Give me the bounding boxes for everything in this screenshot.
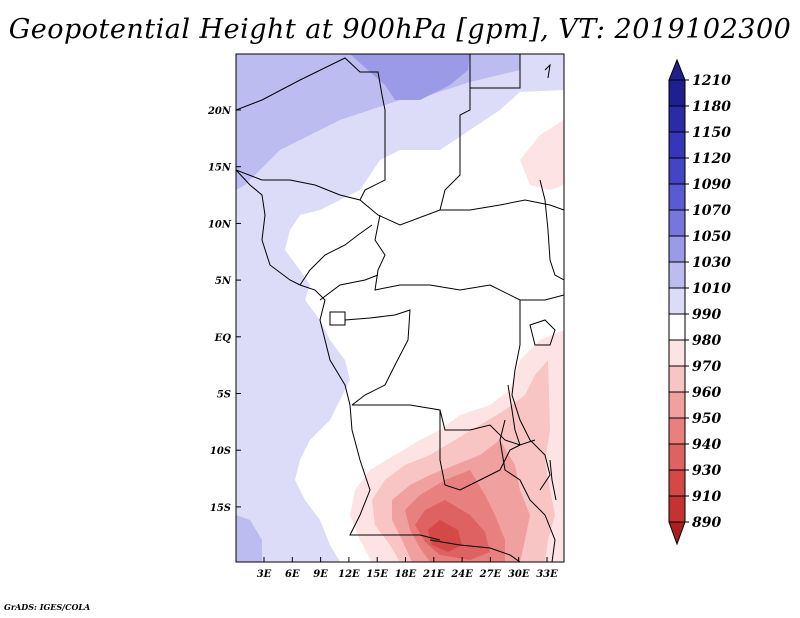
lon-tick-label: 27E [479,569,502,580]
height-field [236,54,564,562]
colorbar-label: 1070 [692,203,731,219]
border-south [429,539,521,562]
border-angola [349,429,441,541]
lon-tick-label: 18E [395,569,417,580]
border-congo [344,309,411,406]
coast-east [544,63,551,79]
country-borders [236,54,564,562]
colorbar-label: 1090 [692,177,731,193]
border-north-3 [470,54,521,89]
map-frame [235,53,565,563]
colorbar-segment [668,417,686,445]
border-east-lakes [499,419,556,562]
colorbar-segment [668,157,686,185]
map-title: Geopotential Height at 900hPa [gpm], VT:… [8,14,792,45]
field-1050-patch [285,60,335,85]
field-1010-band [236,54,564,562]
colorbar-segment [668,79,686,107]
colorbar-label: 990 [692,307,721,323]
colorbar-label: 1050 [692,229,731,245]
lon-tick-label: 24E [450,569,473,580]
lake-tanganyika [507,384,521,446]
coastline-west [236,169,353,431]
lake-malawi [549,459,557,501]
lat-tick-label: 5N [215,276,232,287]
latitude-axis: 20N 15N 10N 5N EQ 5S 10S 15S [207,106,241,514]
colorbar-label: 1150 [692,125,731,141]
field-1030-band [236,54,520,190]
colorbar-segment [668,105,686,133]
colorbar-label: 1120 [692,151,731,167]
lon-tick-label: 33E [536,569,558,580]
colorbar-segment [668,209,686,237]
border-cameroon [299,224,373,286]
colorbar-label: 910 [692,489,721,505]
border-central-2 [319,274,379,301]
lon-tick-label: 15E [366,569,388,580]
colorbar-segment [668,443,686,471]
lat-tick-label: 10S [210,446,231,457]
colorbar-label: 970 [692,359,721,375]
lat-tick-label: 15S [210,503,231,514]
lat-tick-label: 10N [208,219,232,230]
lon-tick-label: 30E [508,569,530,580]
colorbar-segment [668,469,686,497]
lat-tick-label: EQ [214,333,232,344]
lat-tick-label: 20N [207,106,232,117]
colorbar-label: 1010 [692,281,731,297]
colorbar-segment [668,131,686,159]
colorbar-segment [668,365,686,393]
longitude-axis: 3E 6E 9E 12E 15E 18E 21E 24E 27E 30E 33E [257,557,558,580]
colorbar-top-arrow [668,58,686,81]
lon-tick-label: 9E [313,569,328,580]
colorbar-label: 1030 [692,255,731,271]
colorbar-label: 890 [692,515,721,531]
border-north-1 [236,57,386,201]
colorbar-segment [668,339,686,367]
border-zambia [439,410,521,491]
lon-tick-label: 6E [285,569,300,580]
colorbar-label: 940 [692,437,721,453]
colorbar-bottom-arrow [668,521,686,546]
colorbar-label: 960 [692,385,721,401]
colorbar-segment [668,391,686,419]
lon-tick-label: 21E [422,569,445,580]
colorbar-label: 950 [692,411,721,427]
colorbar-segment [668,235,686,263]
colorbar-label: 930 [692,463,721,479]
colorbar-segment [668,287,686,315]
colorbar: 1210 1180 1150 1120 1090 1070 1050 1030 1010 990 9… [668,58,731,546]
border-north-2 [439,54,471,211]
colorbar-segment [668,261,686,289]
lon-tick-label: 3E [257,569,272,580]
credit-text: GrADS: IGES/COLA [4,602,91,612]
colorbar-segment [668,313,686,341]
field-1030-sw [236,515,262,562]
lat-tick-label: 15N [208,163,232,174]
colorbar-label: 1180 [692,99,731,115]
border-gabon [329,311,346,326]
lake-victoria [529,319,556,346]
border-horn [539,179,564,281]
colorbar-label: 980 [692,333,721,349]
border-sahel [236,169,564,226]
lon-tick-label: 12E [338,569,360,580]
border-central-1 [374,214,564,301]
lat-tick-label: 5S [217,390,231,401]
colorbar-segment [668,183,686,211]
border-drc-south [352,404,536,446]
border-east [511,300,551,491]
colorbar-label: 1210 [692,73,731,89]
colorbar-segment [668,495,686,523]
field-1050-band [350,54,470,100]
